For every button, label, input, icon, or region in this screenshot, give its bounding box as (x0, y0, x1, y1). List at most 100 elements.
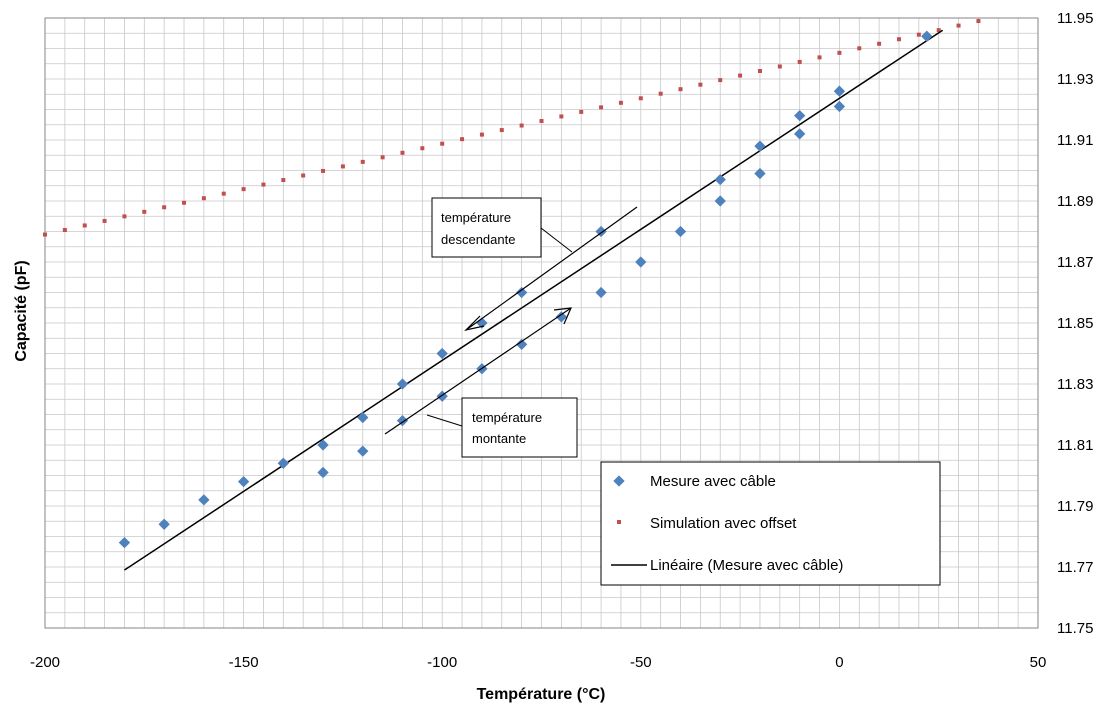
measure-point (436, 347, 448, 360)
measure-point (635, 256, 647, 268)
annotation-descending-line1: température (441, 210, 511, 225)
annotation-descending: température descendante (431, 197, 638, 332)
measure-point (396, 378, 409, 390)
simulation-point (618, 100, 623, 105)
simulation-point (62, 228, 67, 233)
simulation-point (976, 19, 981, 24)
y-axis-title: Capacité (pF) (13, 260, 30, 361)
x-axis-title: Température (°C) (477, 686, 606, 703)
simulation-point (201, 196, 206, 201)
annotation-ascending-arrow (384, 307, 572, 435)
simulation-point (877, 41, 882, 46)
measure-point (237, 475, 250, 488)
simulation-point (400, 150, 405, 155)
legend: Mesure avec câble Simulation avec offset… (600, 461, 941, 586)
measure-point (357, 411, 369, 424)
simulation-point (241, 187, 246, 192)
simulation-point (757, 69, 762, 74)
simulation-point (956, 23, 961, 28)
measure-point (555, 311, 568, 323)
simulation-point (896, 37, 901, 42)
y-tick-labels: 11.75 11.77 11.79 11.81 11.83 11.85 11.87 11.89… (1057, 10, 1093, 637)
simulation-point (420, 146, 425, 151)
plot-area-border (44, 17, 1039, 629)
x-tick-label: 0 (835, 654, 843, 671)
annotation-ascending: température montante (384, 307, 578, 458)
annotation-ascending-box (461, 397, 578, 458)
simulation-point (638, 96, 643, 101)
simulation-point (380, 155, 385, 160)
simulation-point (82, 223, 87, 228)
measure-point (277, 457, 289, 469)
measure-point (674, 225, 687, 238)
simulation-point (797, 59, 802, 64)
simulation-point (857, 46, 862, 51)
simulation-point (261, 182, 266, 187)
measure-point (714, 195, 726, 207)
y-tick-label: 11.93 (1057, 71, 1093, 88)
legend-box (600, 461, 941, 586)
simulation-point (360, 159, 365, 164)
measure-point (158, 518, 170, 530)
simulation-point (718, 78, 723, 83)
x-tick-label: -50 (630, 654, 652, 671)
simulation-point (936, 28, 941, 33)
trendline (124, 29, 944, 571)
simulation-point (559, 114, 564, 119)
simulation-point (479, 132, 484, 137)
simulation-point (321, 168, 326, 173)
simulation-point (460, 137, 465, 142)
legend-label-trendline: Linéaire (Mesure avec câble) (650, 557, 843, 574)
y-tick-label: 11.85 (1057, 315, 1093, 332)
simulation-point (539, 118, 544, 123)
x-tick-label: -150 (229, 654, 259, 671)
series-trendline (124, 29, 944, 571)
arrow-head-ascending (553, 307, 572, 325)
simulation-point (837, 50, 842, 55)
y-tick-label: 11.81 (1057, 437, 1093, 454)
y-tick-label: 11.79 (1057, 498, 1093, 515)
measure-point (714, 173, 726, 186)
y-tick-label: 11.87 (1057, 254, 1093, 271)
measure-point (595, 286, 607, 299)
simulation-point (738, 73, 743, 78)
measure-point (515, 286, 528, 299)
x-tick-label: 50 (1030, 654, 1047, 671)
simulation-point (440, 141, 445, 146)
annotation-descending-arrow (465, 206, 638, 331)
simulation-point (221, 191, 226, 196)
legend-marker-measure (613, 475, 625, 487)
simulation-point (817, 55, 822, 60)
simulation-point (678, 87, 683, 92)
simulation-point (340, 164, 345, 169)
simulation-point (102, 218, 107, 223)
legend-label-simulation: Simulation avec offset (650, 515, 797, 532)
measure-point (921, 30, 933, 42)
y-tick-label: 11.77 (1057, 559, 1093, 576)
y-tick-label: 11.89 (1057, 193, 1093, 210)
legend-marker-simulation (617, 520, 621, 524)
y-tick-label: 11.83 (1057, 376, 1093, 393)
simulation-point (43, 232, 47, 237)
annotation-descending-box (431, 197, 542, 258)
simulation-point (182, 200, 187, 205)
measure-point (754, 140, 766, 152)
simulation-point (142, 209, 147, 214)
annotation-ascending-line1: température (472, 410, 542, 425)
x-tick-label: -200 (30, 654, 60, 671)
simulation-point (162, 205, 167, 210)
simulation-point (281, 178, 286, 183)
x-tick-labels: -200 -150 -100 -50 0 50 (30, 654, 1046, 671)
simulation-point (658, 91, 663, 96)
x-tick-label: -100 (427, 654, 457, 671)
simulation-point (122, 214, 127, 219)
simulation-point (301, 173, 306, 178)
annotation-ascending-line2: montante (472, 431, 526, 446)
simulation-point (599, 105, 604, 110)
measure-point (317, 439, 329, 451)
y-tick-label: 11.91 (1057, 132, 1093, 149)
y-tick-label: 11.95 (1057, 10, 1093, 27)
simulation-point (499, 128, 504, 133)
